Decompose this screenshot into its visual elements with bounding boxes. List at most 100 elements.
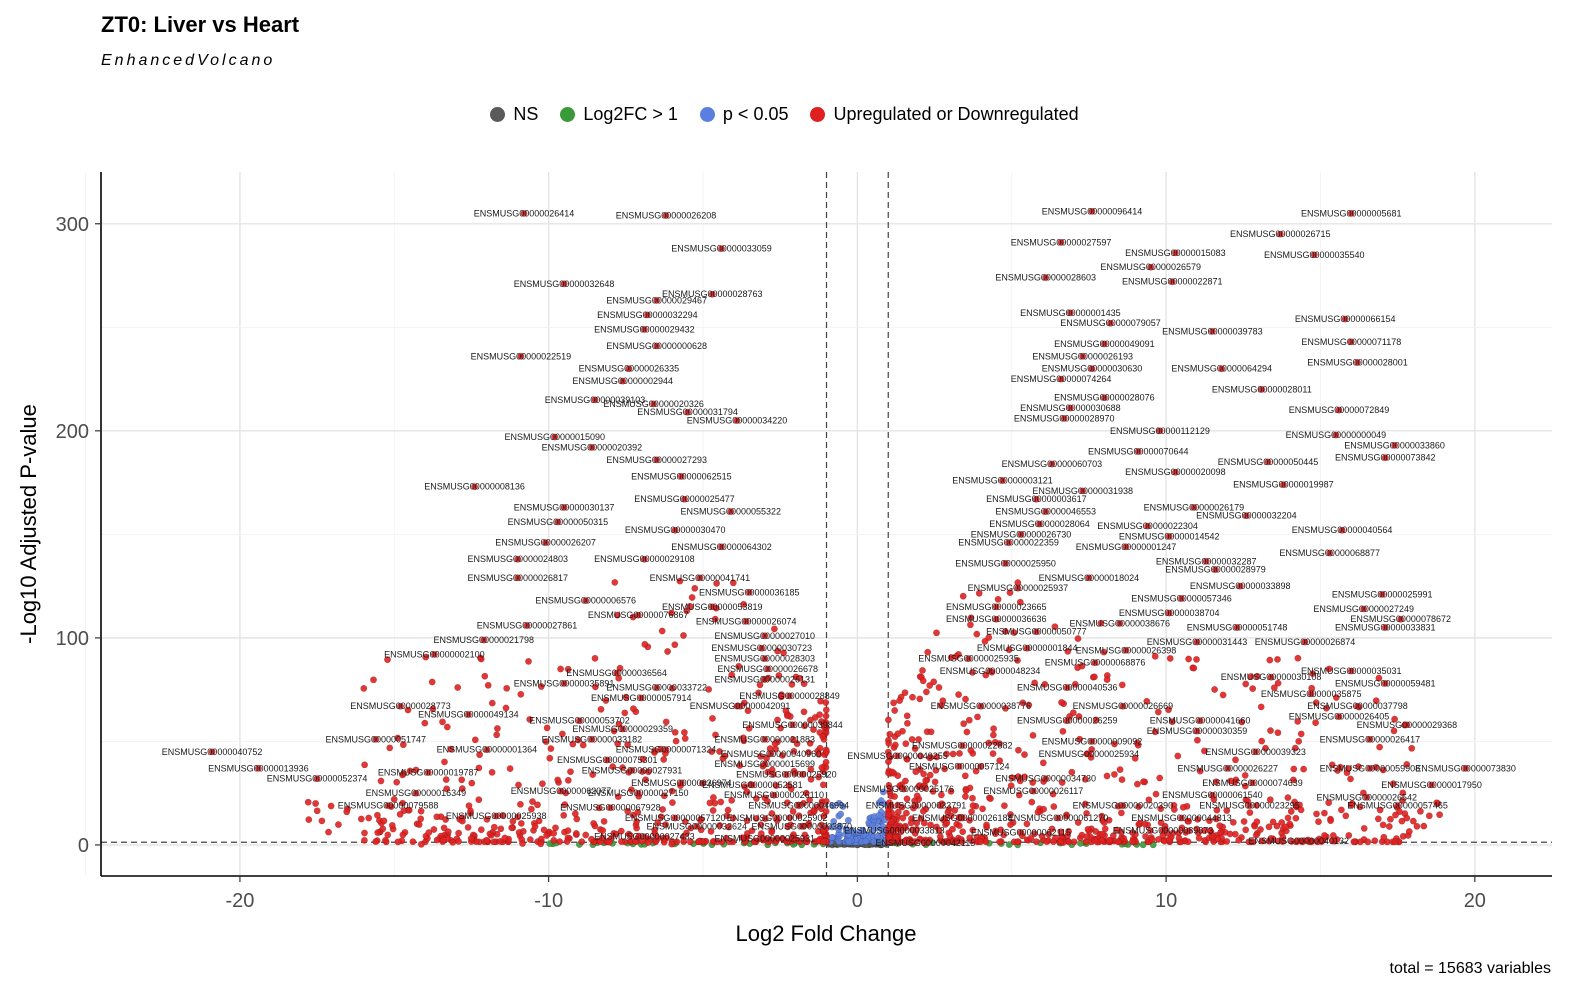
labeled-point xyxy=(1159,827,1167,834)
gene-label: ENSMUSG00000060703 xyxy=(1002,459,1103,469)
gene-label: ENSMUSG00000022871 xyxy=(1122,277,1223,287)
significant-point xyxy=(1284,814,1292,822)
labeled-point xyxy=(1252,748,1260,756)
labeled-point xyxy=(588,443,596,451)
significant-point xyxy=(1143,697,1151,705)
gene-label: ENSMUSG00000053819 xyxy=(662,602,763,612)
pvalue-point xyxy=(845,831,852,839)
significant-point xyxy=(1140,778,1147,786)
significant-point xyxy=(795,812,803,820)
significant-point xyxy=(1212,778,1220,786)
significant-point xyxy=(1040,805,1048,813)
significant-point xyxy=(1209,833,1217,840)
significant-point xyxy=(493,725,501,732)
significant-point xyxy=(327,802,335,810)
labeled-point xyxy=(1391,441,1399,449)
labeled-point xyxy=(764,665,772,673)
significant-point xyxy=(708,748,716,755)
gene-label: ENSMUSG00000052581 xyxy=(702,780,803,790)
labeled-point xyxy=(1023,644,1031,652)
gene-label: ENSMUSG00000028603 xyxy=(995,273,1096,283)
legend-label-significant: Upregulated or Downregulated xyxy=(833,104,1079,124)
gene-label: ENSMUSG00000025931 xyxy=(715,834,816,844)
significant-point xyxy=(716,748,723,755)
significant-point xyxy=(941,765,948,773)
significant-point xyxy=(1145,796,1153,804)
labeled-point xyxy=(1397,615,1405,623)
significant-point xyxy=(1257,703,1265,711)
significant-point xyxy=(1091,673,1098,681)
significant-point xyxy=(967,614,975,622)
significant-point xyxy=(712,731,719,739)
significant-point xyxy=(913,792,921,800)
significant-point xyxy=(938,800,946,808)
significant-point xyxy=(488,768,496,776)
significant-point xyxy=(1436,811,1444,819)
gene-label: ENSMUSG00000033791 xyxy=(866,801,967,811)
significant-point xyxy=(1157,819,1165,827)
significant-point xyxy=(1212,815,1220,823)
significant-point xyxy=(1227,777,1235,785)
legend-item-pvalue: p < 0.05 xyxy=(699,104,788,125)
significant-point xyxy=(1157,805,1165,813)
significant-point xyxy=(417,807,425,815)
gene-label: ENSMUSG00000021883 xyxy=(715,734,816,744)
significant-point xyxy=(1049,790,1057,798)
significant-point xyxy=(1249,685,1257,692)
gene-label: ENSMUSG00000061270 xyxy=(1008,813,1109,823)
significant-point xyxy=(713,580,720,587)
significant-point xyxy=(1223,807,1231,814)
significant-point xyxy=(1117,828,1125,836)
significant-point xyxy=(399,741,407,749)
labeled-point xyxy=(1085,750,1093,758)
significant-point xyxy=(554,776,562,784)
labeled-point xyxy=(733,417,741,424)
gene-label: ENSMUSG00000036636 xyxy=(946,614,1047,624)
significant-point xyxy=(1092,716,1100,724)
significant-point xyxy=(686,602,694,610)
significant-point xyxy=(614,793,622,800)
significant-point xyxy=(610,727,618,735)
significant-point xyxy=(903,809,910,817)
significant-point xyxy=(983,821,990,829)
significant-point xyxy=(455,829,462,837)
significant-point xyxy=(1010,629,1018,636)
significant-point xyxy=(537,683,545,690)
labeled-point xyxy=(1381,680,1389,687)
significant-point xyxy=(726,838,733,846)
significant-point xyxy=(1016,598,1024,606)
labeled-point xyxy=(742,617,750,625)
gene-label: ENSMUSG00000016349 xyxy=(366,788,467,798)
labeled-point xyxy=(1165,533,1173,540)
significant-point xyxy=(801,722,808,730)
significant-point xyxy=(517,800,524,808)
significant-point xyxy=(1168,718,1176,726)
significant-point xyxy=(645,768,652,776)
significant-point xyxy=(972,767,980,775)
significant-point xyxy=(1043,838,1051,845)
significant-point xyxy=(929,788,937,795)
significant-point xyxy=(955,822,963,829)
significant-point xyxy=(1014,838,1021,846)
significant-point xyxy=(632,837,639,845)
significant-point xyxy=(800,708,808,716)
significant-point xyxy=(357,815,365,823)
significant-point xyxy=(1068,768,1076,776)
significant-point xyxy=(1295,737,1303,745)
significant-point xyxy=(903,755,911,763)
labeled-point xyxy=(894,752,901,760)
gene-label: ENSMUSG00000021798 xyxy=(434,635,535,645)
significant-point xyxy=(633,818,640,825)
significant-point xyxy=(1151,728,1159,736)
significant-point xyxy=(1403,814,1411,822)
significant-point xyxy=(1194,815,1202,823)
significant-point xyxy=(923,688,930,696)
significant-point xyxy=(822,758,830,766)
labeled-point xyxy=(1332,431,1340,439)
y-tick-label: 300 xyxy=(56,214,89,236)
significant-point xyxy=(1076,735,1084,743)
significant-point xyxy=(947,812,955,820)
gene-label: ENSMUSG00000076867 xyxy=(588,610,689,620)
labeled-point xyxy=(641,325,648,333)
